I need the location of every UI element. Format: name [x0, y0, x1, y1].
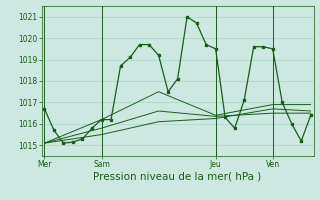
X-axis label: Pression niveau de la mer( hPa ): Pression niveau de la mer( hPa ): [93, 172, 262, 182]
